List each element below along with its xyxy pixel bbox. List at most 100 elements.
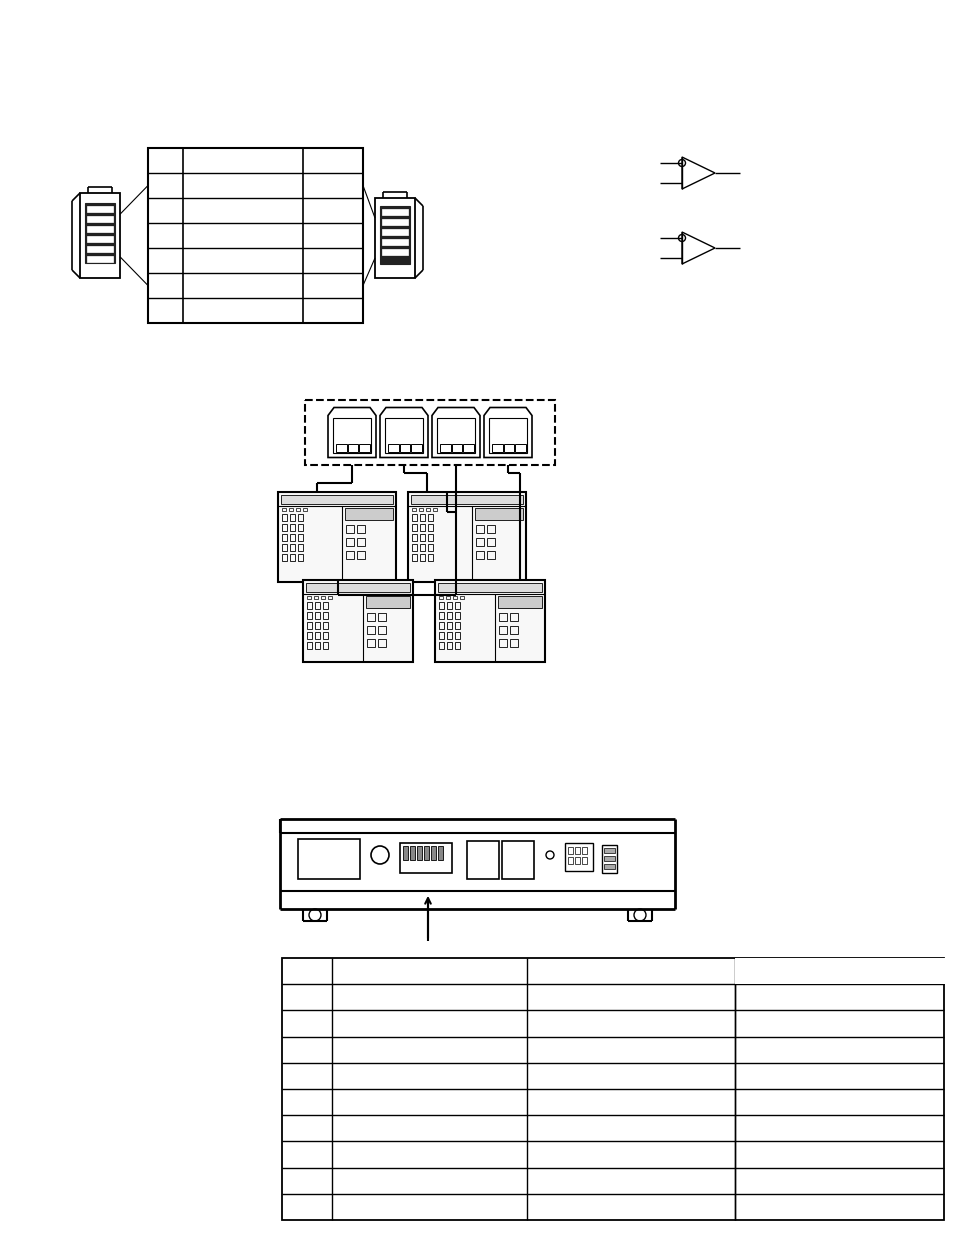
Bar	[476, 538, 483, 546]
Bar	[428, 524, 433, 531]
Bar	[438, 601, 443, 609]
Bar	[356, 538, 365, 546]
Circle shape	[388, 621, 397, 631]
Bar	[510, 626, 517, 634]
Bar	[379, 206, 410, 264]
Bar	[323, 622, 328, 629]
Bar	[419, 543, 424, 551]
Bar	[447, 613, 452, 619]
Bar	[497, 597, 541, 608]
Bar	[307, 622, 312, 629]
Bar	[306, 583, 410, 592]
Bar	[290, 514, 294, 521]
Bar	[333, 417, 371, 452]
Bar	[87, 216, 112, 222]
Bar	[307, 597, 311, 599]
Bar	[581, 847, 586, 853]
Bar	[290, 534, 294, 541]
Circle shape	[496, 532, 516, 552]
Bar	[447, 622, 452, 629]
Bar	[486, 525, 495, 534]
Bar	[437, 583, 541, 592]
Bar	[438, 613, 443, 619]
Bar	[314, 613, 319, 619]
Bar	[356, 525, 365, 534]
Bar	[498, 638, 506, 647]
Bar	[501, 841, 534, 879]
Circle shape	[500, 537, 511, 547]
Bar	[295, 508, 299, 511]
Bar	[282, 555, 287, 561]
Bar	[346, 551, 354, 559]
Bar	[575, 847, 579, 853]
Circle shape	[371, 537, 380, 547]
Bar	[451, 443, 462, 452]
Bar	[438, 632, 443, 638]
Bar	[289, 508, 293, 511]
Bar	[290, 524, 294, 531]
Bar	[388, 443, 398, 452]
Bar	[377, 638, 386, 647]
Bar	[439, 443, 450, 452]
Bar	[416, 846, 421, 860]
Bar	[323, 632, 328, 638]
Bar	[297, 524, 303, 531]
Bar	[290, 555, 294, 561]
Circle shape	[366, 532, 386, 552]
Bar	[281, 495, 393, 504]
Bar	[428, 555, 433, 561]
Bar	[486, 538, 495, 546]
Bar	[345, 508, 393, 520]
Bar	[323, 642, 328, 650]
Bar	[85, 203, 115, 263]
Bar	[603, 864, 615, 869]
Bar	[428, 543, 433, 551]
Bar	[411, 443, 421, 452]
Bar	[305, 400, 555, 466]
Bar	[412, 555, 416, 561]
Bar	[418, 508, 422, 511]
Bar	[359, 443, 370, 452]
Bar	[367, 638, 375, 647]
Bar	[567, 847, 573, 853]
Bar	[408, 492, 525, 582]
Bar	[282, 543, 287, 551]
Bar	[428, 514, 433, 521]
Bar	[381, 228, 408, 235]
Bar	[603, 856, 615, 861]
Bar	[419, 555, 424, 561]
Bar	[459, 597, 463, 599]
Polygon shape	[379, 408, 428, 457]
Bar	[412, 543, 416, 551]
Bar	[438, 597, 442, 599]
Bar	[735, 958, 953, 984]
Bar	[455, 613, 459, 619]
Bar	[492, 443, 502, 452]
Bar	[381, 249, 408, 254]
Bar	[438, 622, 443, 629]
Bar	[282, 958, 943, 1220]
Bar	[314, 632, 319, 638]
Bar	[455, 642, 459, 650]
Circle shape	[515, 616, 535, 636]
Bar	[87, 206, 112, 212]
Bar	[601, 845, 617, 873]
Bar	[377, 626, 386, 634]
Bar	[419, 514, 424, 521]
Bar	[433, 508, 436, 511]
Circle shape	[382, 616, 402, 636]
Bar	[412, 514, 416, 521]
Bar	[467, 841, 498, 879]
Bar	[399, 443, 410, 452]
Bar	[402, 846, 408, 860]
Bar	[87, 236, 112, 242]
Bar	[323, 601, 328, 609]
Bar	[438, 642, 443, 650]
Bar	[297, 534, 303, 541]
Bar	[581, 857, 586, 864]
Bar	[447, 642, 452, 650]
Bar	[437, 846, 442, 860]
Bar	[381, 209, 408, 215]
Bar	[447, 601, 452, 609]
Bar	[381, 219, 408, 225]
